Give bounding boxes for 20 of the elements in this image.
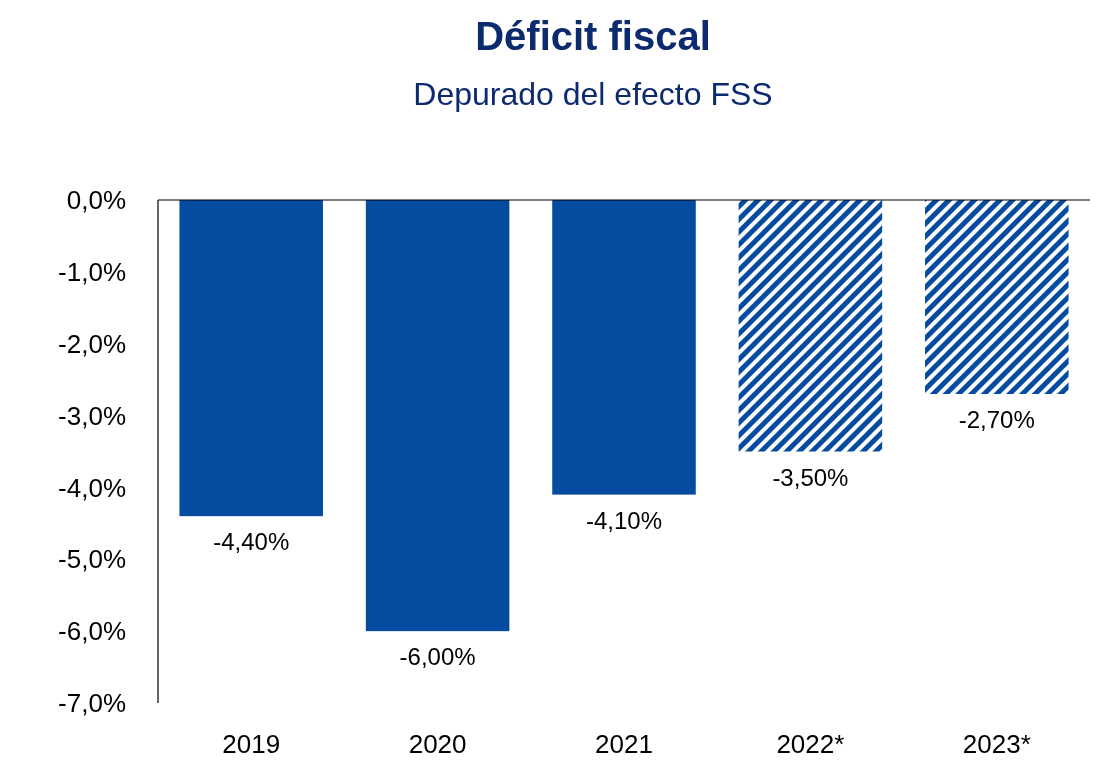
data-label: -4,40% (213, 528, 290, 556)
data-label: -3,50% (772, 463, 849, 491)
x-tick-label: 2020 (408, 729, 467, 759)
y-tick-label: -5,0% (58, 544, 126, 575)
y-tick-label: -7,0% (58, 688, 126, 719)
data-label: -6,00% (399, 643, 476, 671)
y-tick-label: -4,0% (58, 472, 126, 503)
data-label: -2,70% (958, 406, 1035, 434)
y-tick-label: -3,0% (58, 400, 126, 431)
x-tick-label: 2019 (222, 729, 281, 759)
y-tick-label: 0,0% (66, 185, 126, 216)
chart-subtitle: Depurado del efecto FSS (413, 76, 773, 112)
y-tick-label: -6,0% (58, 616, 126, 647)
x-tick-label: 2021 (595, 729, 653, 759)
x-tick-label: 2023* (962, 729, 1031, 759)
data-label: -4,10% (585, 506, 663, 534)
y-tick-label: -1,0% (58, 256, 126, 287)
chart-title: Déficit fiscal (475, 14, 711, 58)
y-tick-label: -2,0% (58, 328, 126, 359)
x-tick-label: 2022* (776, 729, 845, 759)
